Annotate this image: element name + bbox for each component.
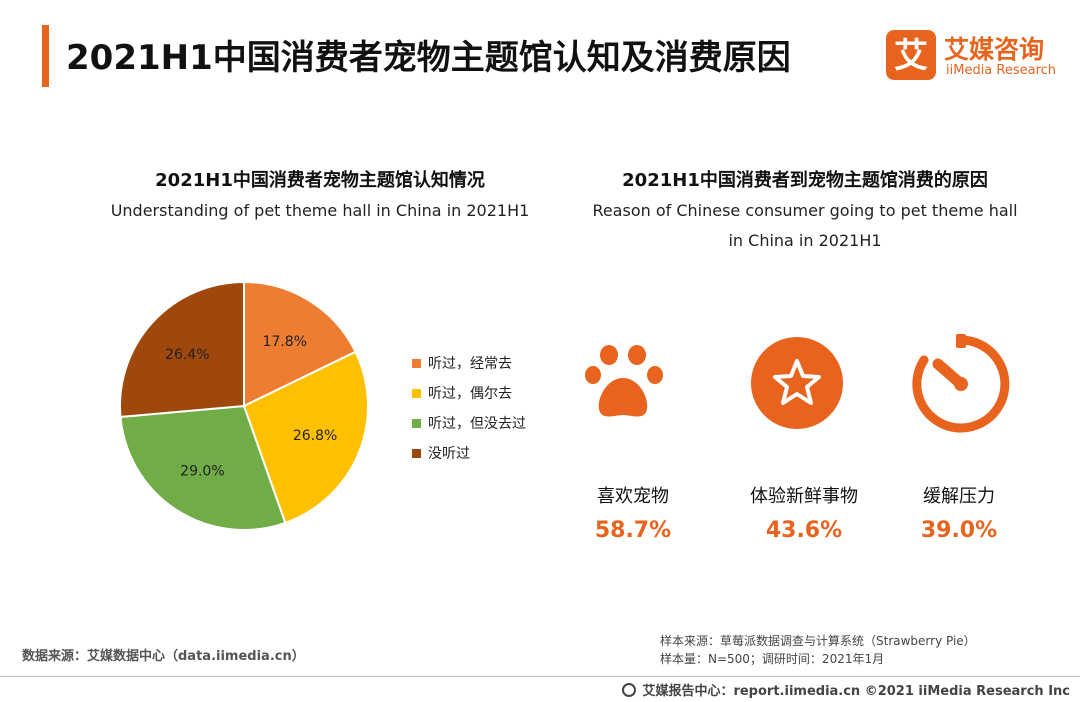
legend-swatch [412, 358, 421, 368]
globe-icon [622, 682, 637, 697]
pie-chart: 17.8% 26.8% 29.0% 26.4% [119, 280, 369, 531]
legend-item: 听过，但没去过 [412, 408, 526, 438]
sample-info: 样本来源：草莓派数据调查与计算系统（Strawberry Pie） 样本量：N=… [660, 632, 976, 668]
pie-slice [119, 280, 245, 418]
reason-value: 39.0% [920, 518, 998, 543]
sample-size: 样本量：N=500；调研时间：2021年1月 [660, 652, 885, 666]
iimedia-logo: 艾 艾媒咨询 iiMedia Research [886, 30, 1066, 86]
svg-text:艾: 艾 [894, 36, 928, 76]
legend-swatch [412, 388, 421, 398]
legend-label: 听过，但没去过 [428, 416, 526, 432]
pie-data-label: 26.8% [293, 428, 337, 444]
reasons-title-en: Reason of Chinese consumer going to pet … [592, 201, 1018, 250]
pie-slice [243, 280, 357, 408]
pie-data-label: 29.0% [180, 464, 224, 480]
pie-slice [119, 404, 287, 531]
reason-label: 喜欢宠物 [597, 486, 669, 507]
reason-value: 43.6% [765, 518, 843, 543]
logo-mark-icon: 艾 [886, 30, 936, 80]
legend-label: 听过，经常去 [428, 356, 512, 372]
pie-title-en: Understanding of pet theme hall in China… [110, 201, 530, 220]
pie-slice [242, 350, 369, 525]
reason-label: 缓解压力 [923, 486, 995, 507]
legend-item: 听过，经常去 [412, 348, 526, 378]
page-title: 2021H1中国消费者宠物主题馆认知及消费原因 [66, 38, 791, 78]
logo-text-en: iiMedia Research [946, 63, 1057, 78]
sample-source: 样本来源：草莓派数据调查与计算系统（Strawberry Pie） [660, 634, 976, 648]
footer-text: 艾媒报告中心：report.iimedia.cn ©2021 iiMedia R… [642, 684, 1070, 699]
reason-value: 58.7% [594, 518, 672, 543]
legend-label: 听过，偶尔去 [428, 386, 512, 402]
star-icon [751, 337, 843, 429]
legend-swatch [412, 418, 421, 428]
legend-label: 没听过 [428, 446, 470, 462]
reasons-title-cn: 2021H1中国消费者到宠物主题馆消费的原因 [622, 170, 988, 191]
legend-item: 没听过 [412, 438, 526, 468]
pie-legend: 听过，经常去 听过，偶尔去 听过，但没去过 没听过 [412, 348, 526, 468]
pie-title-cn: 2021H1中国消费者宠物主题馆认知情况 [155, 170, 485, 191]
legend-swatch [412, 448, 421, 458]
footer-divider [0, 676, 1080, 677]
logo-text-cn: 艾媒咨询 [944, 35, 1045, 64]
title-accent-bar [42, 25, 49, 87]
stopwatch-icon [912, 334, 1010, 433]
footer: 艾媒报告中心：report.iimedia.cn ©2021 iiMedia R… [622, 680, 1070, 699]
paw-icon [585, 345, 663, 417]
pie-data-label: 17.8% [263, 334, 307, 350]
logo-glyph: 艾 [894, 36, 928, 76]
reason-label: 体验新鲜事物 [750, 486, 858, 507]
legend-item: 听过，偶尔去 [412, 378, 526, 408]
pie-data-label: 26.4% [165, 347, 209, 363]
data-source: 数据来源：艾媒数据中心（data.iimedia.cn） [22, 649, 305, 664]
